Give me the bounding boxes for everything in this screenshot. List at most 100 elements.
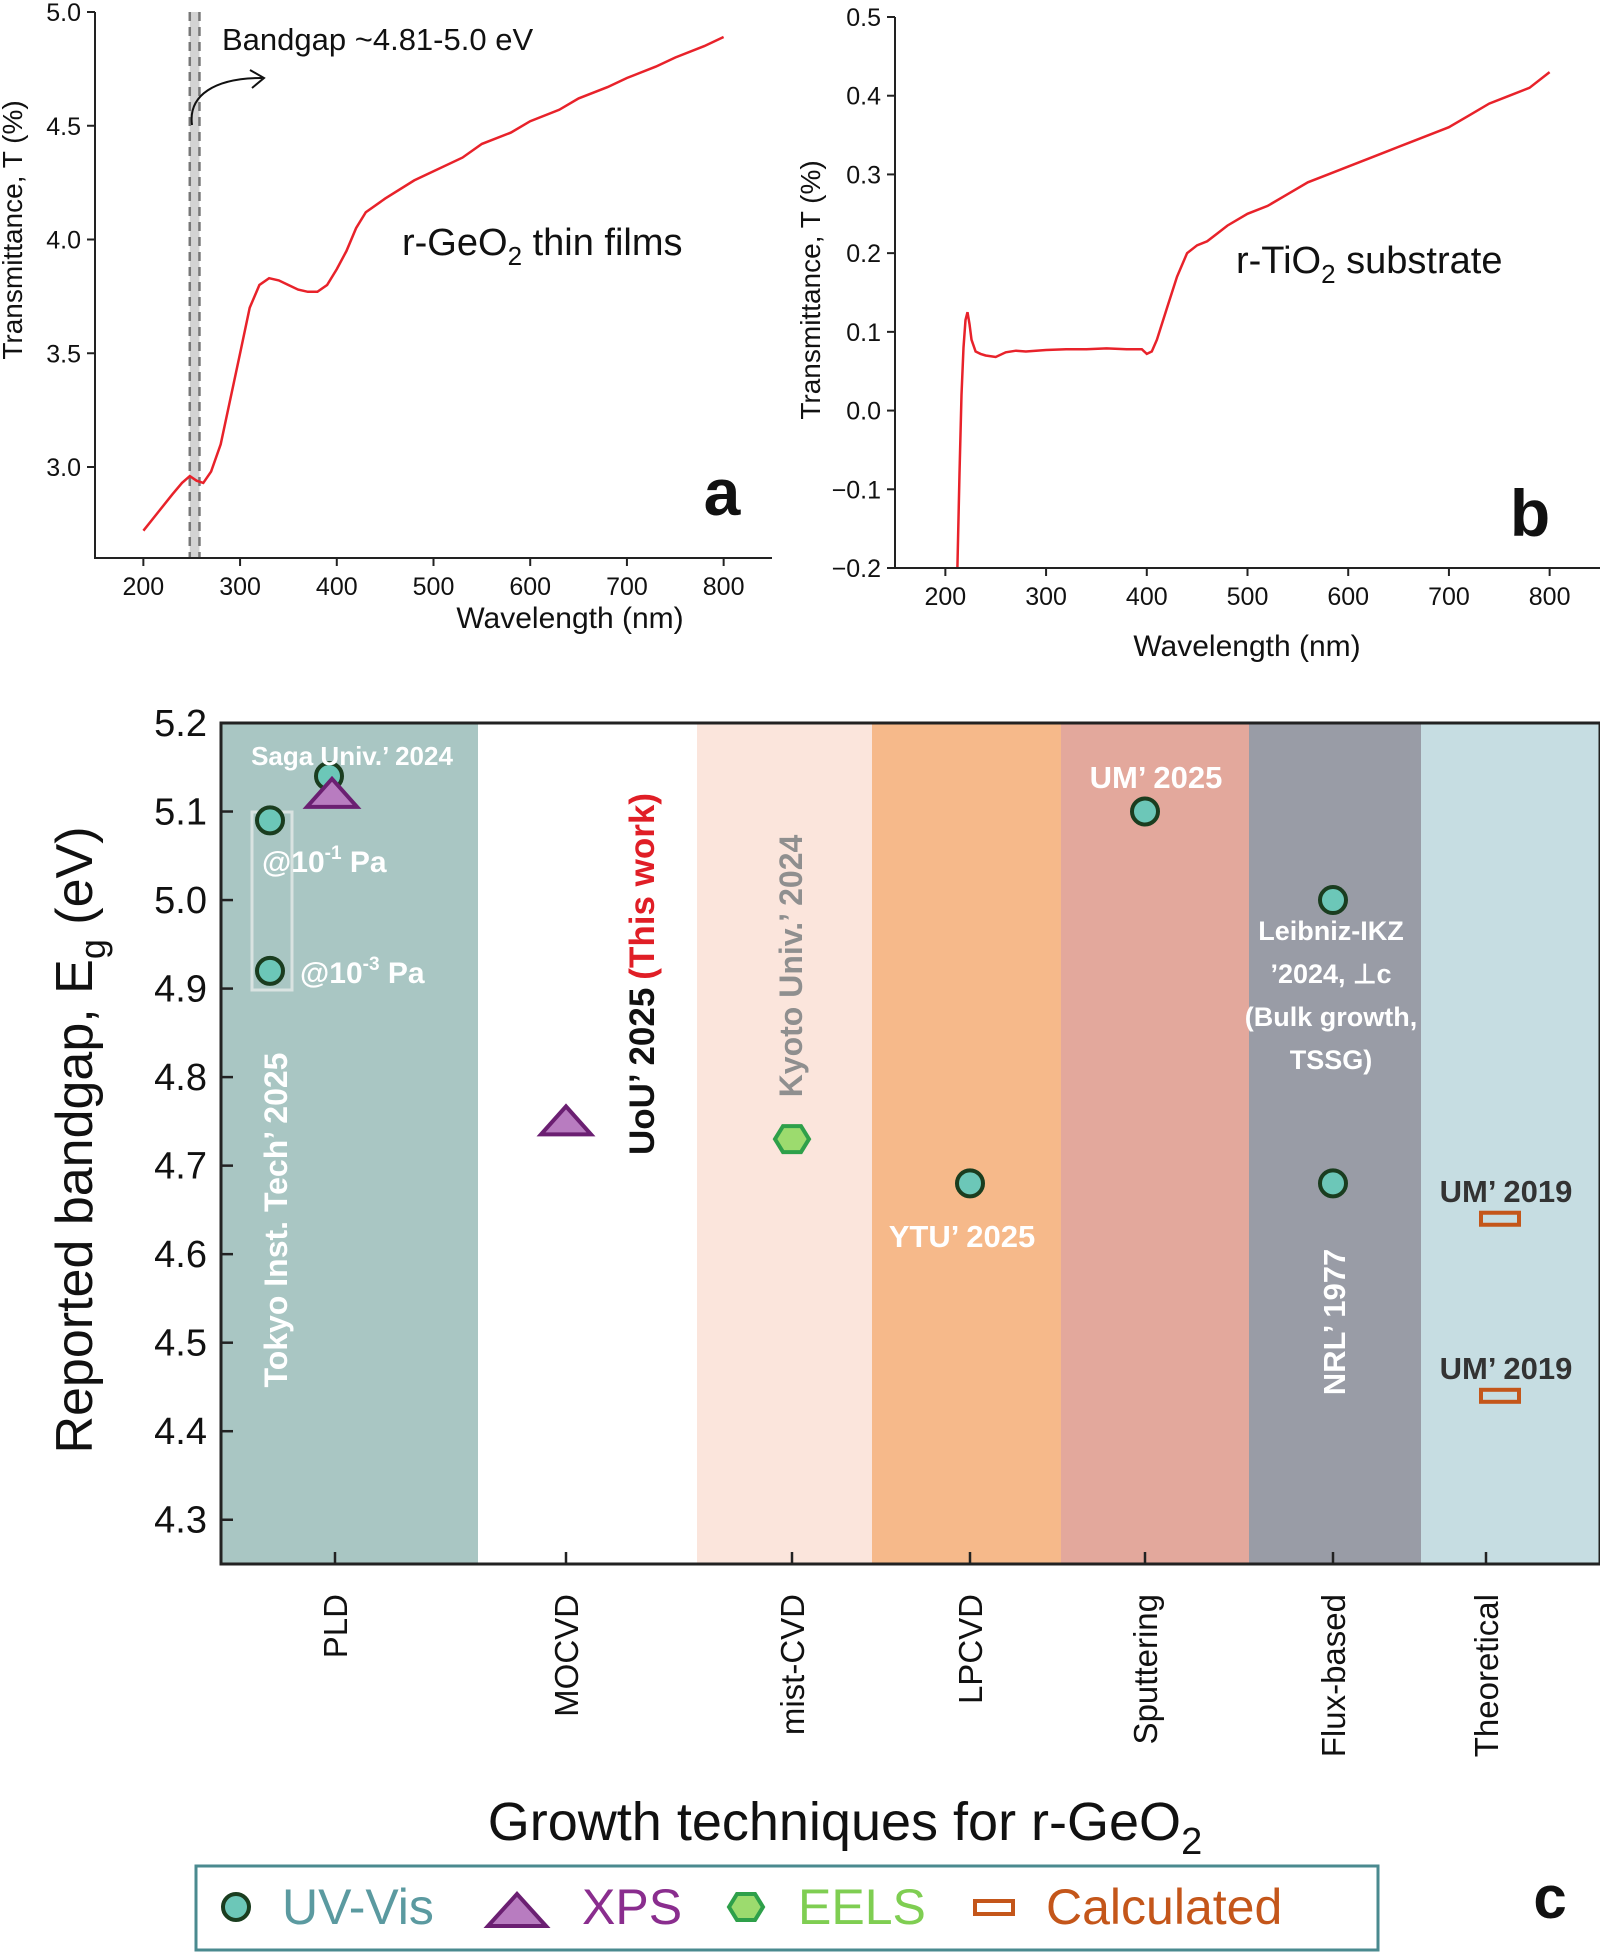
panel-a-xlabel: Wavelength (nm) — [456, 602, 683, 635]
y-tick-label: 3.0 — [46, 454, 81, 482]
panel-a-letter: a — [704, 455, 742, 529]
y-tick-label: 4.0 — [46, 227, 81, 255]
panel-b-xlabel: Wavelength (nm) — [1133, 630, 1360, 663]
x-tick-label: 500 — [1227, 583, 1269, 611]
panel-c-xlabel: Growth techniques for r-GeO2 — [488, 1792, 1202, 1863]
legend-xps-label: XPS — [582, 1879, 682, 1935]
y-tick-label: 5.0 — [46, 0, 81, 27]
band-lpcvd — [872, 723, 1061, 1564]
leibniz-annotation-line2: ’2024, ⊥c — [1270, 959, 1391, 989]
bandgap-shaded-band — [189, 12, 200, 558]
x-tick-label: 700 — [606, 573, 648, 601]
band-theoretical — [1421, 723, 1600, 1564]
panel-b-ticks: 200 300 400 500 600 700 800 −0.2 −0.1 0.0 0.1 0.2 0.… — [832, 4, 1571, 611]
panel-b-axes-frame — [894, 17, 1600, 569]
y-tick-label: 5.1 — [154, 792, 207, 834]
y-tick-label: 0.2 — [846, 240, 881, 268]
category-label-mist-cvd: mist-CVD — [774, 1594, 811, 1735]
marker-uvvis-sputtering — [1130, 796, 1160, 827]
y-tick-label: 4.9 — [154, 969, 207, 1011]
x-tick-label: 400 — [316, 573, 358, 601]
pressure-1-annotation: @10-1 Pa — [262, 843, 387, 879]
legend-eels-marker — [726, 1892, 766, 1922]
panel-c-letter: c — [1533, 1864, 1566, 1931]
tio2-transmittance-line — [956, 71, 1551, 569]
legend-xps-marker — [483, 1891, 551, 1928]
panel-b-ylabel: Transmittance, T (%) — [795, 160, 826, 419]
y-tick-label: 4.4 — [154, 1411, 207, 1453]
um2019-annotation-2: UM’ 2019 — [1440, 1351, 1573, 1386]
category-label-theoretical: Theoretical — [1468, 1594, 1505, 1757]
leibniz-annotation-line3: (Bulk growth, — [1245, 1002, 1417, 1032]
y-tick-label: 4.7 — [154, 1146, 207, 1188]
y-tick-label: 0.3 — [846, 161, 881, 189]
marker-xps-mocvd — [536, 1103, 596, 1137]
legend-calc-marker — [973, 1899, 1015, 1916]
geo2-film-label: r-GeO2 thin films — [402, 222, 683, 271]
y-tick-label: 0.0 — [846, 398, 881, 426]
y-tick-label: 3.5 — [46, 340, 81, 368]
panel-b-transmittance-tio2: 200 300 400 500 600 700 800 −0.2 −0.1 0.0 0.1 0.2 0.… — [795, 4, 1600, 663]
bandgap-markers — [255, 761, 1521, 1404]
y-tick-label: 4.3 — [154, 1500, 207, 1542]
panel-c-annotations: Saga Univ.’ 2024 @10-1 Pa @10-3 Pa Tokyo… — [251, 741, 1572, 1395]
y-tick-label: 4.5 — [46, 113, 81, 141]
ytu-annotation: YTU’ 2025 — [889, 1219, 1035, 1254]
y-tick-label: 4.6 — [154, 1234, 207, 1276]
leibniz-annotation-line1: Leibniz-IKZ — [1258, 916, 1403, 946]
marker-xps-pld — [302, 775, 362, 809]
panel-c-ticks: 4.3 4.4 4.5 4.6 4.7 4.8 4.9 5.0 5.1 5.2 PLD MOCVD mi… — [154, 703, 1505, 1757]
category-label-pld: PLD — [317, 1594, 354, 1658]
tio2-substrate-label: r-TiO2 substrate — [1236, 240, 1502, 289]
panel-a-ylabel: Transmittance, T (%) — [0, 100, 28, 359]
panel-c-legend: UV-Vis XPS EELS Calculated — [194, 1864, 1380, 1952]
y-tick-label: 4.5 — [154, 1323, 207, 1365]
marker-calc-theoretical — [1479, 1210, 1521, 1227]
y-tick-label: 5.0 — [154, 880, 207, 922]
y-tick-label: 0.1 — [846, 319, 881, 347]
x-tick-label: 400 — [1126, 583, 1168, 611]
x-tick-label: 300 — [219, 573, 261, 601]
x-tick-label: 800 — [1529, 583, 1571, 611]
x-tick-label: 500 — [413, 573, 455, 601]
panel-a-transmittance-geo2: 200 300 400 500 600 700 800 3.0 3.5 4.0 4.5 5.0 Wav… — [0, 0, 772, 635]
y-tick-label: −0.1 — [832, 476, 881, 504]
band-mocvd — [478, 723, 697, 1564]
x-tick-label: 200 — [122, 573, 164, 601]
x-tick-label: 700 — [1428, 583, 1470, 611]
panel-c-bandgap-comparison: 4.3 4.4 4.5 4.6 4.7 4.8 4.9 5.0 5.1 5.2 PLD MOCVD mi… — [46, 703, 1600, 1952]
legend-calc-label: Calculated — [1046, 1879, 1282, 1935]
band-flux-based — [1249, 723, 1421, 1564]
saga-annotation: Saga Univ.’ 2024 — [251, 741, 453, 771]
legend-uvvis-label: UV-Vis — [282, 1879, 434, 1935]
legend-uvvis-marker — [221, 1892, 251, 1922]
x-tick-label: 200 — [924, 583, 966, 611]
legend-eels-label: EELS — [798, 1879, 926, 1935]
x-tick-label: 600 — [1327, 583, 1369, 611]
category-label-lpcvd: LPCVD — [952, 1594, 989, 1704]
tokyo-annotation: Tokyo Inst. Tech’ 2025 — [258, 1053, 294, 1388]
uou-annotation: UoU’ 2025(This work) — [623, 793, 662, 1155]
marker-uvvis-pld — [255, 805, 285, 836]
um2025-annotation: UM’ 2025 — [1090, 760, 1223, 795]
x-tick-label: 300 — [1025, 583, 1067, 611]
category-label-flux-based: Flux-based — [1315, 1594, 1352, 1757]
marker-calc-theoretical — [1479, 1387, 1521, 1404]
y-tick-label: 4.8 — [154, 1057, 207, 1099]
panel-c-ylabel: Reported bandgap, Eg (eV) — [46, 826, 113, 1453]
annotation-arrow — [190, 77, 263, 126]
y-tick-label: 0.5 — [846, 4, 881, 32]
technique-bands — [221, 723, 1600, 1564]
legend-box — [194, 1864, 1380, 1952]
band-sputtering — [1061, 723, 1249, 1564]
y-tick-label: 0.4 — [846, 83, 881, 111]
category-label-sputtering: Sputtering — [1127, 1594, 1164, 1744]
marker-uvvis-lpcvd — [955, 1168, 985, 1199]
annotation-arrow-head — [249, 69, 266, 89]
um2019-annotation-1: UM’ 2019 — [1440, 1174, 1573, 1209]
leibniz-annotation-line4: TSSG) — [1290, 1045, 1373, 1075]
panel-a-axes-frame — [94, 12, 772, 559]
y-tick-label: −0.2 — [832, 555, 881, 583]
nrl-annotation: NRL’ 1977 — [1317, 1249, 1352, 1395]
bandgap-annotation: Bandgap ~4.81-5.0 eV — [222, 22, 533, 57]
